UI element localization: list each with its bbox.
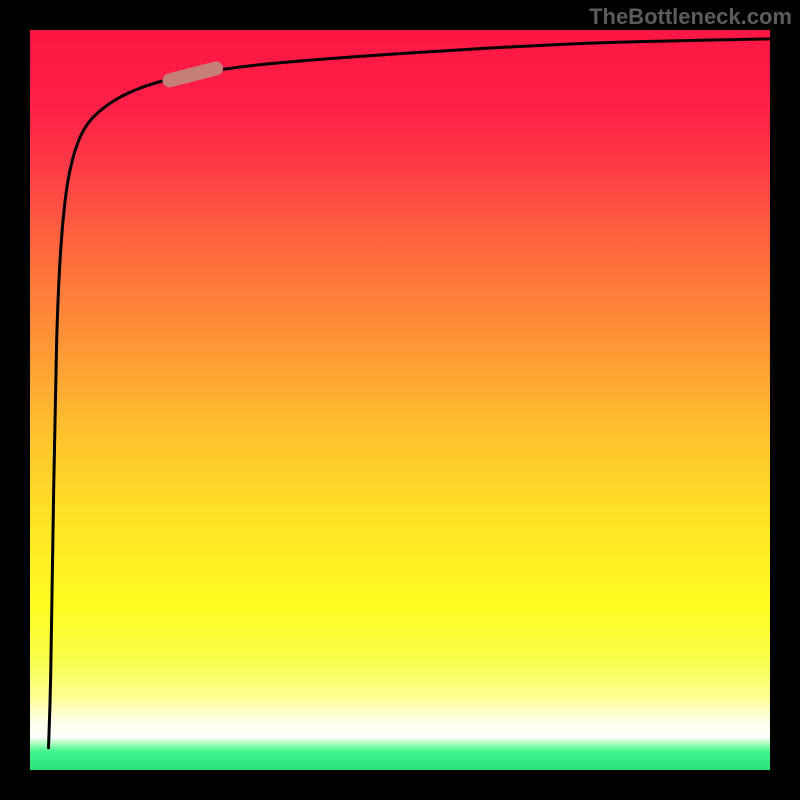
gradient-plot-area — [30, 30, 770, 770]
watermark-label: TheBottleneck.com — [589, 4, 792, 30]
bottleneck-chart — [0, 0, 800, 800]
chart-tile: TheBottleneck.com — [0, 0, 800, 800]
